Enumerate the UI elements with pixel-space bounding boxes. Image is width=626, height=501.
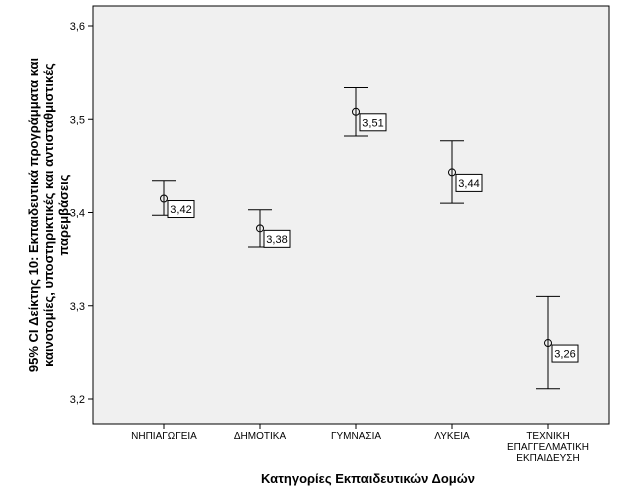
x-axis-title: Κατηγορίες Εκπαιδευτικών Δομών: [261, 471, 475, 486]
x-category-label: ΔΗΜΟΤΙΚΑ: [234, 431, 287, 442]
y-axis-title-line: 95% CI Δείκτης 10: Εκπαιδευτικά προγράμμ…: [26, 57, 41, 372]
x-category-label: ΝΗΠΙΑΓΩΓΕΙΑ: [131, 431, 197, 442]
mean-point: [544, 339, 552, 348]
error-bar-group: 3,26: [536, 295, 579, 390]
data-label-box: [551, 344, 579, 363]
y-axis-title: 95% CI Δείκτης 10: Εκπαιδευτικά προγράμμ…: [26, 57, 71, 372]
y-axis: 3,2 3,3 3,4 3,5 3,6: [70, 21, 93, 406]
error-bar-group: 3,42: [152, 180, 195, 219]
chart-marks: 3,42 3,38 3,51 3,44 3,26: [152, 87, 579, 390]
data-label-box: [167, 200, 195, 219]
data-label: 3,44: [458, 178, 479, 190]
x-category-label: ΓΥΜΝΑΣΙΑ: [331, 431, 381, 442]
x-category-label: ΤΕΧΝΙΚΗ: [526, 431, 569, 442]
y-axis-title-line: παρεμβάσεις: [56, 174, 71, 255]
x-category-label: ΕΠΑΓΓΕΛΜΑΤΙΚΗ: [507, 442, 589, 453]
data-label: 3,42: [170, 204, 191, 216]
mean-point: [160, 194, 168, 203]
mean-point: [448, 168, 456, 177]
error-bar-group: 3,44: [440, 140, 483, 204]
data-label: 3,51: [362, 117, 383, 129]
x-category-label: ΕΚΠΑΙΔΕΥΣΗ: [516, 453, 579, 464]
data-label: 3,26: [554, 349, 575, 361]
mean-point: [256, 224, 264, 233]
error-bar-group: 3,38: [248, 209, 291, 248]
x-category-label: ΛΥΚΕΙΑ: [434, 431, 470, 442]
mean-point: [352, 107, 360, 116]
y-tick-label: 3,5: [70, 114, 85, 126]
y-tick-label: 3,2: [70, 394, 85, 406]
x-axis: ΝΗΠΙΑΓΩΓΕΙΑ ΔΗΜΟΤΙΚΑ ΓΥΜΝΑΣΙΑ ΛΥΚΕΙΑ ΤΕΧΝΙΚΗ…: [131, 424, 589, 464]
y-tick-label: 3,6: [70, 21, 85, 33]
data-label: 3,38: [266, 234, 287, 246]
data-label-box: [455, 173, 483, 192]
y-tick-label: 3,3: [70, 301, 85, 313]
y-tick-label: 3,4: [70, 208, 85, 220]
data-label-box: [359, 113, 387, 132]
y-axis-title-line: καινοτομίες, υποστηρικτικές και αντισταθ…: [41, 63, 56, 367]
error-bar-group: 3,51: [344, 87, 387, 137]
data-label-box: [263, 229, 291, 248]
